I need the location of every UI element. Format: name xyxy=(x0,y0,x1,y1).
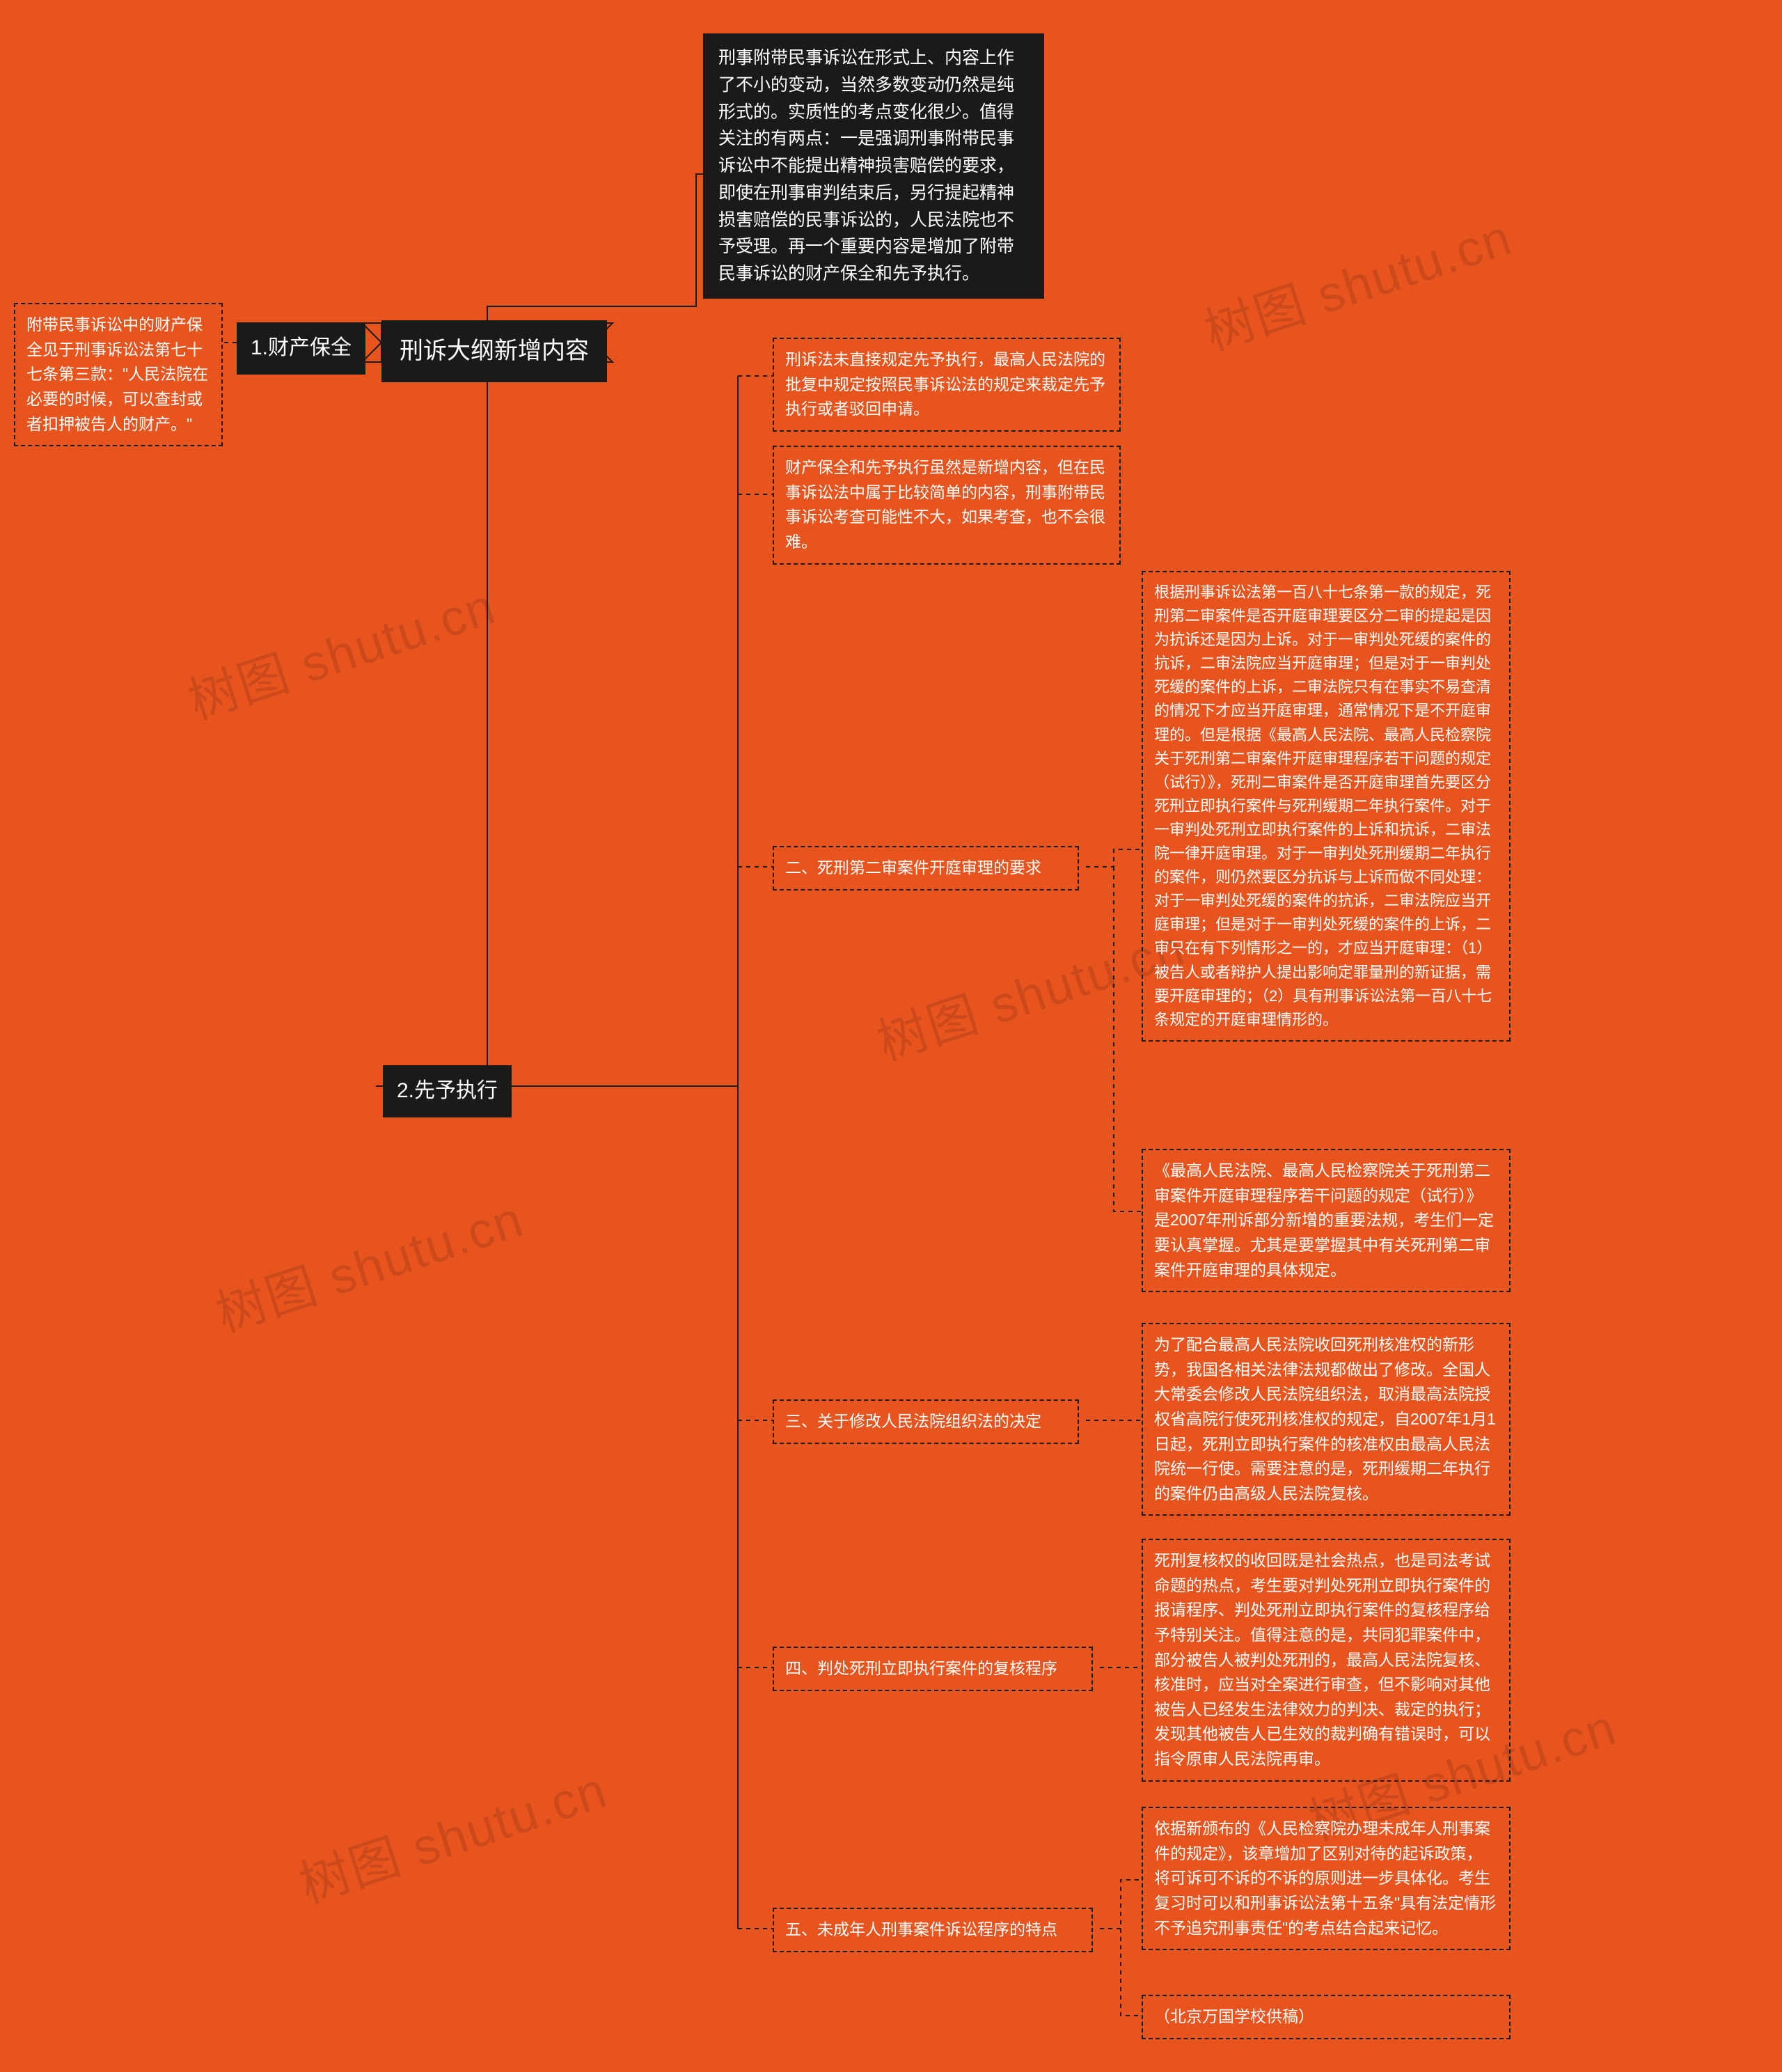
sec5-detail-1: 依据新颁布的《人民检察院办理未成年人刑事案件的规定》，该章增加了区别对待的起诉政… xyxy=(1142,1807,1511,1950)
sec2-detail-1: 根据刑事诉讼法第一百八十七条第一款的规定，死刑第二审案件是否开庭审理要区分二审的… xyxy=(1142,571,1511,1042)
exec-intro-2: 财产保全和先予执行虽然是新增内容，但在民事诉讼法中属于比较简单的内容，刑事附带民… xyxy=(773,446,1121,565)
watermark: 树图 shutu.cn xyxy=(205,1178,531,1346)
sec5-label: 五、未成年人刑事案件诉讼程序的特点 xyxy=(773,1908,1093,1952)
root-node[interactable]: 刑诉大纲新增内容 xyxy=(381,320,607,382)
sec4-detail: 死刑复核权的收回既是社会热点，也是司法考试命题的热点，考生要对判处死刑立即执行案… xyxy=(1142,1539,1511,1782)
node-property[interactable]: 1.财产保全 xyxy=(237,322,365,375)
sec3-detail: 为了配合最高人民法院收回死刑核准权的新形势，我国各相关法律法规都做出了修改。全国… xyxy=(1142,1323,1511,1516)
sec2-label: 二、死刑第二审案件开庭审理的要求 xyxy=(773,846,1079,890)
intro-box: 刑事附带民事诉讼在形式上、内容上作了不小的变动，当然多数变动仍然是纯形式的。实质… xyxy=(703,33,1044,299)
property-detail: 附带民事诉讼中的财产保全见于刑事诉讼法第七十七条第三款："人民法院在必要的时候，… xyxy=(14,303,223,446)
watermark: 树图 shutu.cn xyxy=(178,565,503,733)
connectors xyxy=(0,0,1782,2072)
sec3-label: 三、关于修改人民法院组织法的决定 xyxy=(773,1399,1079,1444)
watermark: 树图 shutu.cn xyxy=(1194,196,1520,364)
sec5-detail-2: （北京万国学校供稿） xyxy=(1142,1995,1511,2039)
exec-intro-1: 刑诉法未直接规定先予执行，最高人民法院的批复中规定按照民事诉讼法的规定来裁定先予… xyxy=(773,338,1121,432)
node-execute[interactable]: 2.先予执行 xyxy=(383,1065,512,1117)
sec2-detail-2: 《最高人民法院、最高人民检察院关于死刑第二审案件开庭审理程序若干问题的规定（试行… xyxy=(1142,1149,1511,1292)
sec4-label: 四、判处死刑立即执行案件的复核程序 xyxy=(773,1647,1093,1691)
watermark: 树图 shutu.cn xyxy=(289,1749,615,1917)
